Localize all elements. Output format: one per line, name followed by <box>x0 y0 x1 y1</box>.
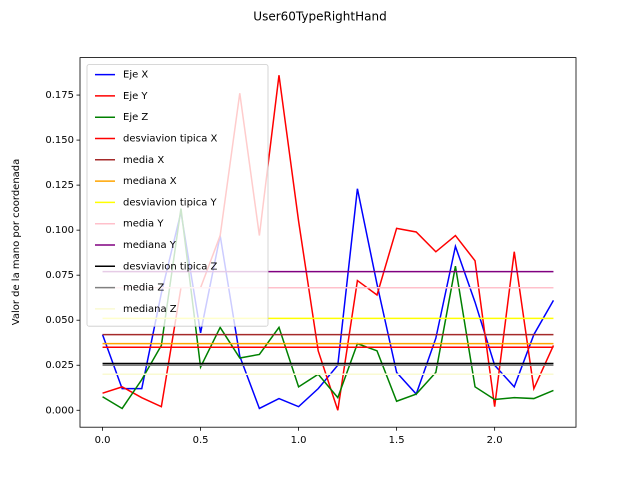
y-tick-label: 0.125 <box>45 180 74 191</box>
x-tick-label: 1.0 <box>291 435 307 446</box>
y-tick-label: 0.050 <box>45 315 74 326</box>
legend-label: desviavion tipica X <box>123 134 217 145</box>
x-tick-label: 0.5 <box>193 435 209 446</box>
legend-label: Eje X <box>123 70 148 81</box>
legend-label: mediana X <box>123 176 177 187</box>
legend-label: mediana Z <box>123 304 177 315</box>
chart-title: User60TypeRightHand <box>253 10 386 24</box>
x-tick-label: 0.0 <box>95 435 111 446</box>
legend-label: Eje Y <box>123 91 148 102</box>
legend-label: media Z <box>123 283 164 294</box>
legend-label: mediana Y <box>123 240 177 251</box>
y-tick-label: 0.000 <box>45 405 74 416</box>
x-tick-label: 2.0 <box>487 435 503 446</box>
legend-box <box>86 64 269 327</box>
y-axis-label: Valor de la mano por coordenada <box>11 159 22 326</box>
legend-label: media X <box>123 155 164 166</box>
y-tick-label: 0.025 <box>45 360 74 371</box>
y-tick-label: 0.175 <box>45 90 74 101</box>
x-tick-label: 1.5 <box>389 435 405 446</box>
legend-label: Eje Z <box>123 112 148 123</box>
legend-label: desviavion tipica Y <box>123 197 217 208</box>
y-tick-label: 0.100 <box>45 225 74 236</box>
legend-label: desviavion tipica Z <box>123 261 217 272</box>
y-tick-label: 0.075 <box>45 270 74 281</box>
y-tick-label: 0.150 <box>45 135 74 146</box>
legend-label: media Y <box>123 219 164 230</box>
axes-frame <box>79 57 577 428</box>
